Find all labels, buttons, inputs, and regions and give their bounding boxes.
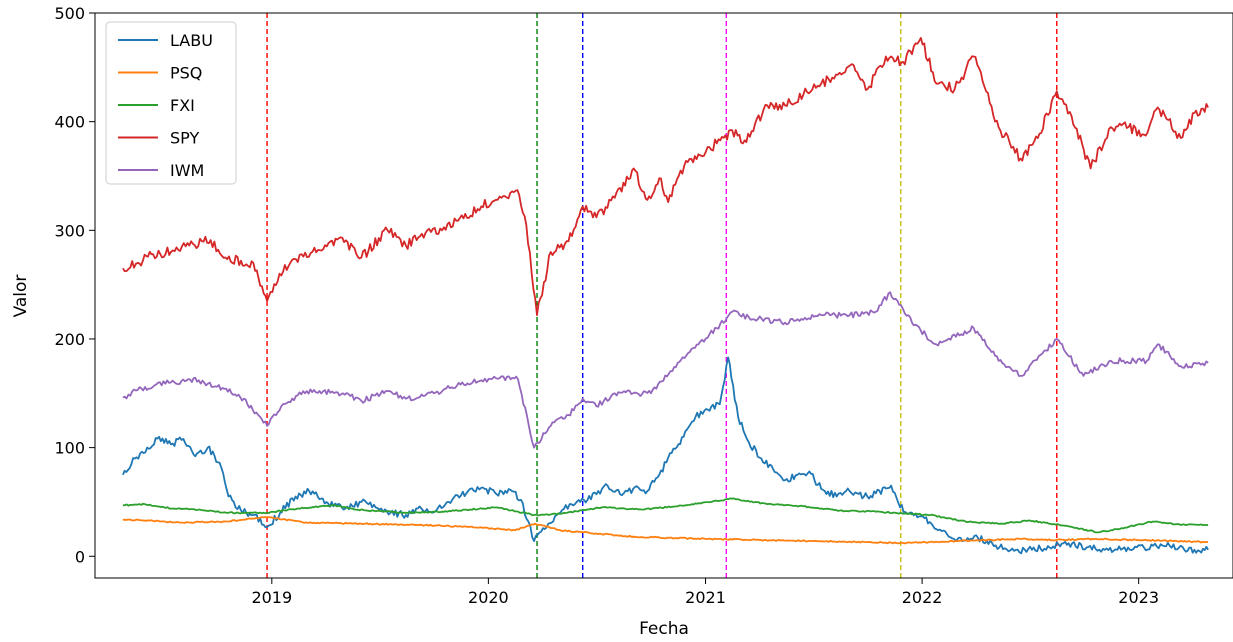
y-tick-label: 400 bbox=[54, 113, 85, 132]
y-tick-label: 200 bbox=[54, 330, 85, 349]
series-line-iwm bbox=[122, 291, 1209, 449]
x-tick-label: 2019 bbox=[251, 588, 292, 607]
y-axis-ticks: 0 100 200 300 400 500 bbox=[54, 4, 95, 566]
series-line-labu bbox=[122, 356, 1209, 555]
x-axis-ticks: 2019 2020 2021 2022 2023 bbox=[251, 578, 1159, 607]
y-tick-label: 100 bbox=[54, 439, 85, 458]
x-tick-label: 2021 bbox=[685, 588, 726, 607]
y-tick-label: 300 bbox=[54, 221, 85, 240]
series-line-spy bbox=[122, 37, 1209, 316]
event-marker-lines bbox=[266, 13, 1058, 578]
y-tick-label: 0 bbox=[75, 547, 85, 566]
series-line-psq bbox=[122, 516, 1209, 545]
legend: LABU PSQ FXI SPY IWM bbox=[105, 21, 237, 185]
legend-label-iwm: IWM bbox=[170, 161, 204, 180]
x-tick-label: 2020 bbox=[468, 588, 509, 607]
x-axis-title: Fecha bbox=[639, 619, 689, 639]
legend-box bbox=[105, 21, 237, 185]
legend-label-labu: LABU bbox=[170, 31, 213, 50]
y-tick-label: 500 bbox=[54, 4, 85, 23]
y-axis-title: Valor bbox=[11, 275, 31, 318]
x-tick-label: 2023 bbox=[1118, 588, 1159, 607]
x-tick-label: 2022 bbox=[902, 588, 943, 607]
series-lines bbox=[122, 37, 1209, 555]
plot-frame bbox=[94, 12, 1233, 579]
legend-label-spy: SPY bbox=[170, 129, 199, 148]
legend-label-psq: PSQ bbox=[170, 64, 202, 83]
series-line-fxi bbox=[122, 497, 1209, 534]
legend-label-fxi: FXI bbox=[170, 96, 195, 115]
